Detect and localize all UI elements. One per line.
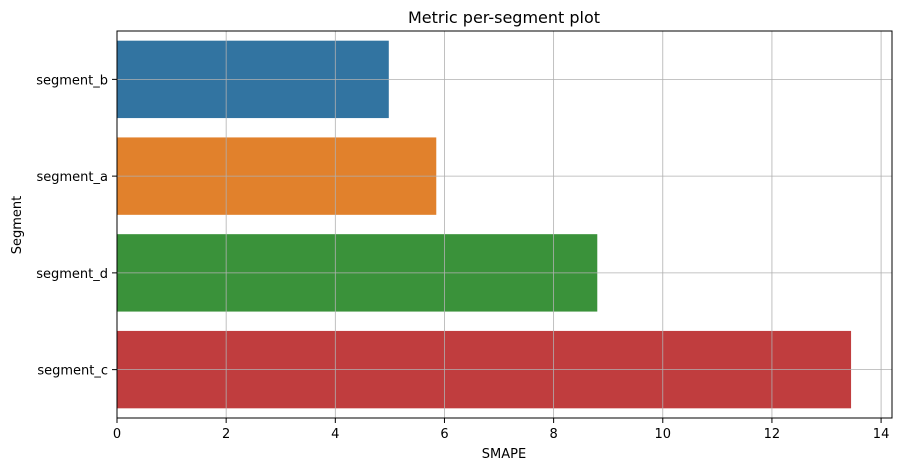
chart-title: Metric per-segment plot xyxy=(408,8,600,27)
plot-frame xyxy=(116,30,893,419)
y-tick-label: segment_a xyxy=(37,170,109,185)
x-tick-label: 8 xyxy=(549,427,557,442)
y-tick-label: segment_c xyxy=(37,364,108,379)
x-tick-label: 12 xyxy=(764,427,781,442)
x-tick-label: 10 xyxy=(655,427,672,442)
y-axis-label: Segment xyxy=(10,196,25,255)
x-axis-label: SMAPE xyxy=(482,447,526,462)
x-tick-label: 2 xyxy=(222,427,230,442)
bars xyxy=(117,40,852,409)
x-tick-label: 14 xyxy=(873,427,890,442)
x-axis: 0 2 4 6 8 10 12 14 xyxy=(113,418,889,442)
y-tick-label: segment_d xyxy=(36,267,108,282)
y-tick-label: segment_b xyxy=(36,73,108,88)
x-tick-label: 4 xyxy=(331,427,339,442)
y-axis: segment_b segment_a segment_d segment_c xyxy=(36,73,117,379)
x-tick-label: 6 xyxy=(440,427,448,442)
x-tick-label: 0 xyxy=(113,427,121,442)
